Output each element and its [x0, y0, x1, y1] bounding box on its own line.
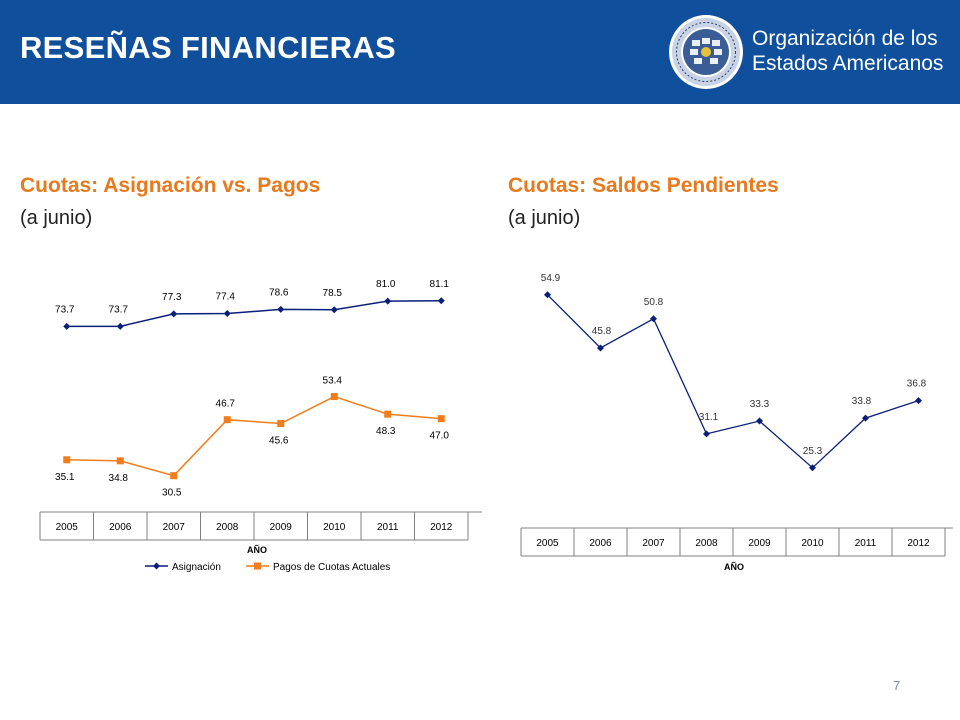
- chart1-data-point: [384, 297, 392, 305]
- right-chart-subheading: (a junio): [508, 207, 581, 229]
- chart1-data-point: [170, 310, 178, 318]
- left-chart-subheading: (a junio): [20, 207, 93, 229]
- chart1-x-tick-label: 2011: [377, 522, 399, 533]
- chart1-data-label: 35.1: [55, 472, 75, 483]
- chart1-legend-label-2: Pagos de Cuotas Actuales: [273, 562, 390, 573]
- chart2-data-label: 33.3: [750, 399, 770, 410]
- chart1-data-label: 81.1: [430, 279, 450, 290]
- chart1-data-label: 77.4: [216, 292, 236, 303]
- chart1-x-tick-label: 2007: [163, 522, 186, 533]
- chart2-x-tick-label: 2005: [536, 538, 559, 549]
- chart2-x-tick-label: 2009: [748, 538, 771, 549]
- chart1-data-label: 77.3: [162, 292, 182, 303]
- chart2-series-line: [547, 294, 919, 469]
- chart1-data-point: [63, 322, 71, 330]
- chart1-data-point: [277, 305, 285, 313]
- chart1-data-label: 46.7: [216, 399, 236, 410]
- chart1-x-axis-title: AÑO: [247, 545, 267, 555]
- chart2-data-point: [756, 417, 763, 425]
- chart1-x-tick-label: 2008: [216, 522, 239, 533]
- chart1-data-point: [116, 322, 124, 330]
- chart1-data-label: 73.7: [109, 304, 129, 315]
- chart1-data-point: [116, 457, 124, 465]
- org-name-line1: Organización de los: [752, 27, 938, 50]
- chart2-data-point: [544, 291, 551, 299]
- chart1-data-label: 81.0: [376, 279, 396, 290]
- chart1-data-label: 78.5: [323, 288, 343, 299]
- chart2-data-label: 33.8: [852, 396, 872, 407]
- page-title: RESEÑAS FINANCIERAS: [20, 30, 397, 65]
- chart2-data-label: 45.8: [592, 326, 612, 337]
- chart1-data-point: [437, 415, 445, 423]
- chart1-data-point: [63, 456, 71, 464]
- chart1-data-label: 48.3: [376, 426, 396, 437]
- chart2-data-point: [809, 464, 816, 472]
- chart2-data-label: 36.8: [907, 379, 927, 390]
- chart2-x-axis-title: AÑO: [724, 562, 744, 572]
- chart2-x-tick-label: 2010: [801, 538, 824, 549]
- chart1-data-label: 34.8: [109, 473, 129, 484]
- chart1-data-label: 53.4: [323, 376, 343, 387]
- chart1-data-point: [277, 419, 285, 427]
- chart1-data-point: [384, 410, 392, 418]
- chart2-data-label: 25.3: [803, 446, 823, 457]
- chart1-data-point: [437, 297, 445, 305]
- chart2-x-tick-label: 2011: [855, 538, 877, 549]
- left-chart-heading: Cuotas: Asignación vs. Pagos: [20, 174, 321, 197]
- chart2-x-tick-label: 2012: [907, 538, 930, 549]
- chart1-legend-marker-2: [254, 562, 261, 570]
- header-bar: RESEÑAS FINANCIERAS Organización de los …: [0, 0, 960, 104]
- right-chart-heading: Cuotas: Saldos Pendientes: [508, 174, 779, 197]
- chart1-data-point: [330, 393, 338, 401]
- chart1-x-tick-label: 2012: [430, 522, 453, 533]
- chart1-data-label: 47.0: [430, 431, 450, 442]
- org-name-line2: Estados Americanos: [752, 52, 944, 75]
- chart1-data-point: [223, 310, 231, 318]
- chart1-data-label: 73.7: [55, 304, 75, 315]
- chart1-data-point: [223, 416, 231, 424]
- chart2-data-point: [915, 397, 922, 405]
- chart2-data-point: [703, 430, 710, 438]
- chart1-data-label: 30.5: [162, 488, 182, 499]
- chart1-x-tick-label: 2009: [270, 522, 293, 533]
- chart2-data-point: [597, 344, 604, 352]
- chart1-x-tick-label: 2010: [323, 522, 346, 533]
- chart2-data-point: [862, 414, 869, 422]
- oas-seal-logo: [669, 15, 743, 89]
- organization-name: Organización de los Estados Americanos: [752, 26, 943, 76]
- chart1-series-line-2: [66, 395, 442, 477]
- chart1-legend-label-1: Asignación: [172, 562, 221, 573]
- chart2-x-tick-label: 2007: [642, 538, 665, 549]
- chart2-data-label: 54.9: [541, 273, 561, 284]
- chart2-data-label: 50.8: [644, 297, 664, 308]
- chart1-x-tick-label: 2005: [56, 522, 79, 533]
- chart1-data-point: [330, 306, 338, 314]
- chart1-series-line-1: [66, 300, 442, 328]
- chart1-data-point: [170, 472, 178, 480]
- chart1-legend-marker-1: [153, 562, 160, 570]
- chart2-x-tick-label: 2006: [589, 538, 612, 549]
- chart1-data-label: 45.6: [269, 435, 289, 446]
- chart2-data-point: [650, 315, 657, 323]
- chart2-data-label: 31.1: [699, 412, 719, 423]
- chart2-x-tick-label: 2008: [695, 538, 718, 549]
- chart1-x-tick-label: 2006: [109, 522, 132, 533]
- chart1-data-label: 78.6: [269, 287, 289, 298]
- page-number: 7: [893, 678, 901, 693]
